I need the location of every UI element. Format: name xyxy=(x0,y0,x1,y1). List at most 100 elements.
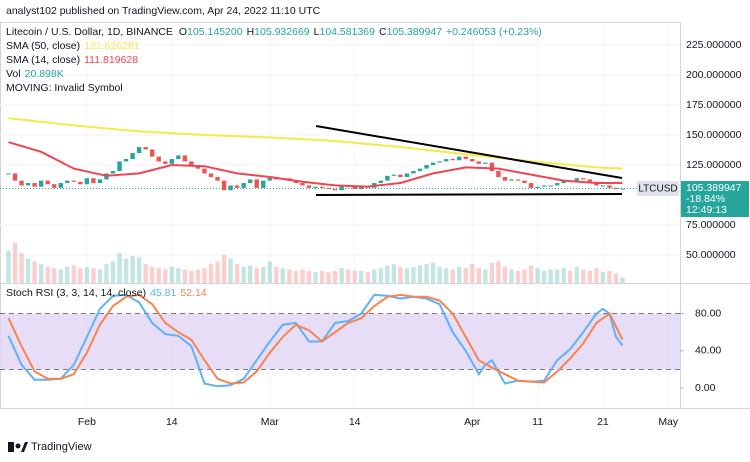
sma-line xyxy=(8,117,623,170)
volume-bar xyxy=(117,253,122,283)
volume-bar xyxy=(326,272,331,283)
volume-bar xyxy=(84,266,90,283)
countdown: 12:49:13 xyxy=(686,204,727,216)
brand: TradingView xyxy=(31,441,92,453)
volume-bar xyxy=(391,264,397,283)
volume-bar xyxy=(574,266,579,283)
legend-value: 121.626281 xyxy=(84,40,140,52)
volume-bar xyxy=(156,268,161,283)
change-pct: -18.84% xyxy=(686,193,725,205)
volume-bar xyxy=(607,270,612,283)
ticker: LTCUSD xyxy=(638,184,677,195)
legend-entry: SMA (14, close) 111.819628 xyxy=(6,54,138,66)
candle xyxy=(417,168,423,172)
volume-bar xyxy=(123,258,129,283)
volume-bar xyxy=(293,270,299,283)
volume-bar xyxy=(345,269,351,283)
candle xyxy=(509,179,514,181)
volume-bar xyxy=(463,268,468,283)
volume-bar xyxy=(32,261,37,283)
volume-bar xyxy=(568,270,573,283)
volume-bar xyxy=(489,262,495,283)
volume-bar xyxy=(208,264,214,283)
candle xyxy=(587,179,593,182)
y-tick-label: 225.000000 xyxy=(686,39,742,51)
candle xyxy=(300,183,305,186)
volume-bar xyxy=(71,265,77,283)
volume-bar xyxy=(189,270,194,283)
candle xyxy=(52,184,57,188)
volume-bar xyxy=(443,268,449,283)
volume-bar xyxy=(313,272,318,283)
y-tick-label: 75.000000 xyxy=(686,219,736,231)
candle xyxy=(548,185,553,187)
volume-bar xyxy=(19,253,24,283)
ohlc-value: 104.581369 xyxy=(319,26,375,38)
volume-bar xyxy=(267,261,272,283)
volume-bar xyxy=(274,266,279,283)
candle xyxy=(378,180,384,184)
candle xyxy=(515,179,521,181)
candle xyxy=(228,185,233,191)
volume-bar xyxy=(25,258,31,283)
brand-logo xyxy=(8,442,28,452)
volume-bar xyxy=(261,266,266,283)
volume-bar xyxy=(110,261,116,283)
volume-bar xyxy=(483,269,488,283)
volume-bar xyxy=(528,265,534,283)
ohlc-label: H xyxy=(247,26,255,38)
x-tick-label: Apr xyxy=(464,416,481,428)
x-tick-label: Feb xyxy=(78,416,96,428)
volume-bar xyxy=(280,268,286,283)
x-tick-label: 21 xyxy=(597,416,609,428)
candle xyxy=(522,180,527,184)
volume-bar xyxy=(581,269,586,283)
volume-bar xyxy=(319,270,325,283)
x-tick-label: Mar xyxy=(261,416,280,428)
volume-label: Vol xyxy=(6,68,21,80)
volume-bar xyxy=(195,269,201,283)
volume-bar xyxy=(97,269,103,283)
candle xyxy=(176,155,181,160)
candle xyxy=(306,185,312,188)
sma-line xyxy=(8,141,623,188)
volume-bar xyxy=(332,270,338,283)
symbol: Litecoin / U.S. Dollar, 1D, BINANCE xyxy=(6,26,173,38)
candle xyxy=(38,180,44,187)
candle xyxy=(202,168,207,174)
volume-bar xyxy=(509,269,514,283)
stoch-line xyxy=(7,293,624,388)
stoch-legend: Stoch RSI (3, 3, 14, 14, close) 45.81 52.1… xyxy=(6,287,207,299)
volume-bar xyxy=(352,270,357,283)
candle xyxy=(84,178,90,185)
volume-legend: Vol 20.898K xyxy=(6,68,64,80)
y-tick-label: 40.00 xyxy=(695,345,721,357)
volume-bar xyxy=(130,256,135,283)
volume-bar xyxy=(424,264,429,283)
volume-bar xyxy=(149,266,155,283)
volume-bar xyxy=(600,272,606,283)
volume-bar xyxy=(221,254,227,283)
ohlc-label: L xyxy=(314,26,320,38)
candle xyxy=(45,180,50,185)
candle xyxy=(110,171,116,174)
x-tick-label: 14 xyxy=(166,416,178,428)
current-price: 105.389947 xyxy=(686,182,742,194)
candle xyxy=(424,165,429,169)
volume-bar xyxy=(182,269,188,283)
y-tick-label: 0.00 xyxy=(695,382,716,394)
volume-bar xyxy=(561,268,566,283)
candle xyxy=(313,186,318,188)
volume-bar xyxy=(541,270,547,283)
volume-bar xyxy=(398,266,403,283)
volume-bar xyxy=(378,268,384,283)
y-tick-label: 125.000000 xyxy=(686,159,742,171)
volume-bar xyxy=(176,268,181,283)
y-tick-label: 175.000000 xyxy=(686,99,742,111)
volume-bar xyxy=(385,265,390,283)
candle xyxy=(319,186,325,188)
volume-bar xyxy=(78,268,83,283)
candle xyxy=(581,178,586,180)
candle xyxy=(117,161,122,172)
volume-bar xyxy=(104,264,109,283)
